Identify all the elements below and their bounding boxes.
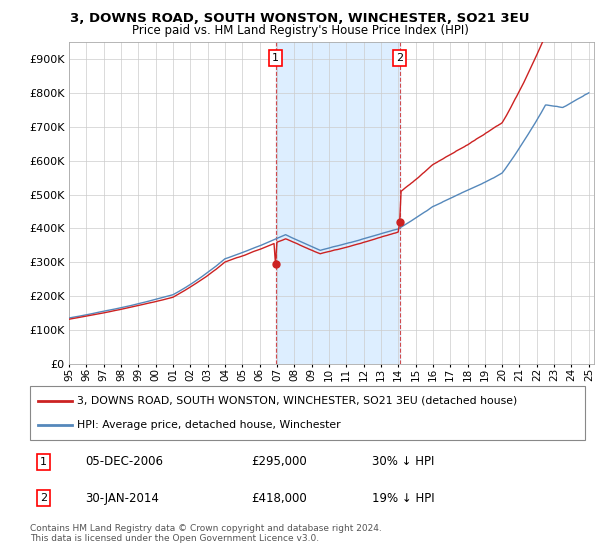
FancyBboxPatch shape [30, 386, 585, 440]
Text: 2: 2 [396, 53, 403, 63]
Text: 3, DOWNS ROAD, SOUTH WONSTON, WINCHESTER, SO21 3EU (detached house): 3, DOWNS ROAD, SOUTH WONSTON, WINCHESTER… [77, 396, 517, 406]
Text: 19% ↓ HPI: 19% ↓ HPI [372, 492, 435, 505]
Text: Contains HM Land Registry data © Crown copyright and database right 2024.
This d: Contains HM Land Registry data © Crown c… [30, 524, 382, 543]
Text: 30-JAN-2014: 30-JAN-2014 [85, 492, 159, 505]
Bar [275, 42, 400, 364]
Text: 30% ↓ HPI: 30% ↓ HPI [372, 455, 434, 468]
Text: £295,000: £295,000 [251, 455, 307, 468]
Text: 05-DEC-2006: 05-DEC-2006 [85, 455, 163, 468]
Text: HPI: Average price, detached house, Winchester: HPI: Average price, detached house, Winc… [77, 420, 341, 430]
Text: £418,000: £418,000 [251, 492, 307, 505]
Text: 3, DOWNS ROAD, SOUTH WONSTON, WINCHESTER, SO21 3EU: 3, DOWNS ROAD, SOUTH WONSTON, WINCHESTER… [70, 12, 530, 25]
Text: 1: 1 [272, 53, 279, 63]
Text: 1: 1 [40, 457, 47, 467]
Text: 2: 2 [40, 493, 47, 503]
Text: Price paid vs. HM Land Registry's House Price Index (HPI): Price paid vs. HM Land Registry's House … [131, 24, 469, 36]
